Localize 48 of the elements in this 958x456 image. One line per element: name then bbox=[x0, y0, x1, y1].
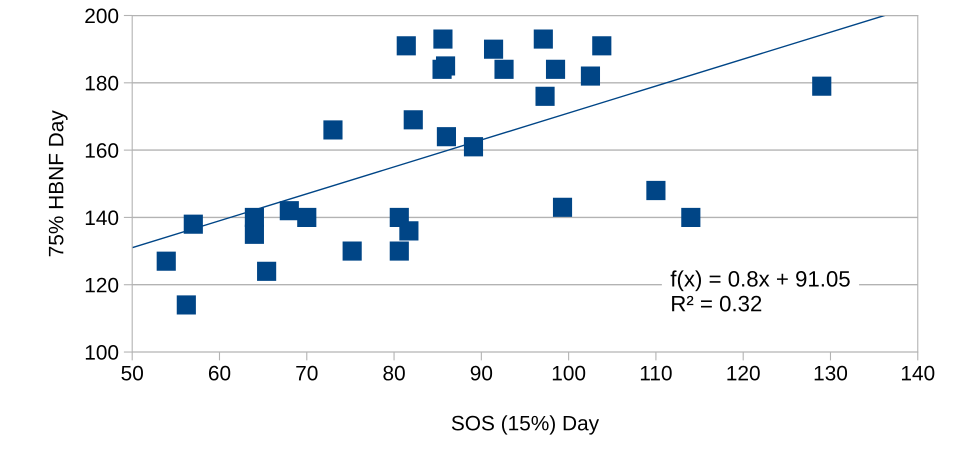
point bbox=[592, 36, 612, 56]
x-tick-label: 130 bbox=[814, 366, 848, 381]
annotation: f(x) = 0.8x + 91.05 bbox=[670, 270, 850, 292]
point bbox=[297, 208, 316, 227]
x-tick-label: 120 bbox=[727, 366, 760, 381]
y-tick-label: 100 bbox=[86, 345, 118, 360]
y-tick-label: 140 bbox=[86, 210, 118, 226]
y-tick-label: 160 bbox=[86, 143, 118, 158]
point bbox=[390, 242, 409, 261]
point bbox=[646, 180, 666, 200]
point bbox=[399, 221, 418, 240]
x-tick-label: 80 bbox=[383, 366, 405, 381]
point bbox=[433, 29, 453, 49]
annotation: R² = 0.32 bbox=[672, 296, 762, 312]
point bbox=[176, 295, 196, 314]
y-tick-label: 200 bbox=[85, 8, 118, 24]
y-tick-label: 180 bbox=[86, 76, 118, 91]
point bbox=[546, 60, 566, 79]
point bbox=[156, 252, 176, 271]
point bbox=[396, 36, 416, 56]
point bbox=[257, 262, 276, 281]
point bbox=[404, 110, 423, 130]
point bbox=[535, 86, 555, 106]
y-tick-label: 120 bbox=[86, 278, 118, 292]
point bbox=[244, 224, 264, 244]
point bbox=[580, 66, 600, 86]
x-tick-label: 50 bbox=[121, 366, 143, 381]
point bbox=[342, 242, 362, 261]
point bbox=[552, 198, 572, 217]
x-axis-title: SOS (15%) Day bbox=[452, 415, 600, 435]
point bbox=[436, 127, 456, 146]
point bbox=[432, 60, 452, 79]
x-tick-label: 140 bbox=[902, 366, 934, 381]
point bbox=[812, 76, 832, 96]
x-tick-label: 90 bbox=[470, 366, 492, 381]
y-axis-title: 75% HBNF Day bbox=[48, 110, 68, 256]
point bbox=[280, 201, 299, 220]
x-tick-label: 70 bbox=[296, 366, 318, 381]
x-tick-label: 100 bbox=[552, 366, 586, 381]
point bbox=[681, 208, 700, 227]
x-tick-label: 110 bbox=[640, 366, 672, 381]
point bbox=[484, 40, 504, 59]
point bbox=[464, 137, 484, 156]
x-tick-label: 60 bbox=[208, 366, 230, 381]
point bbox=[534, 29, 553, 49]
point bbox=[323, 120, 343, 140]
point bbox=[184, 214, 203, 234]
point bbox=[494, 60, 514, 79]
